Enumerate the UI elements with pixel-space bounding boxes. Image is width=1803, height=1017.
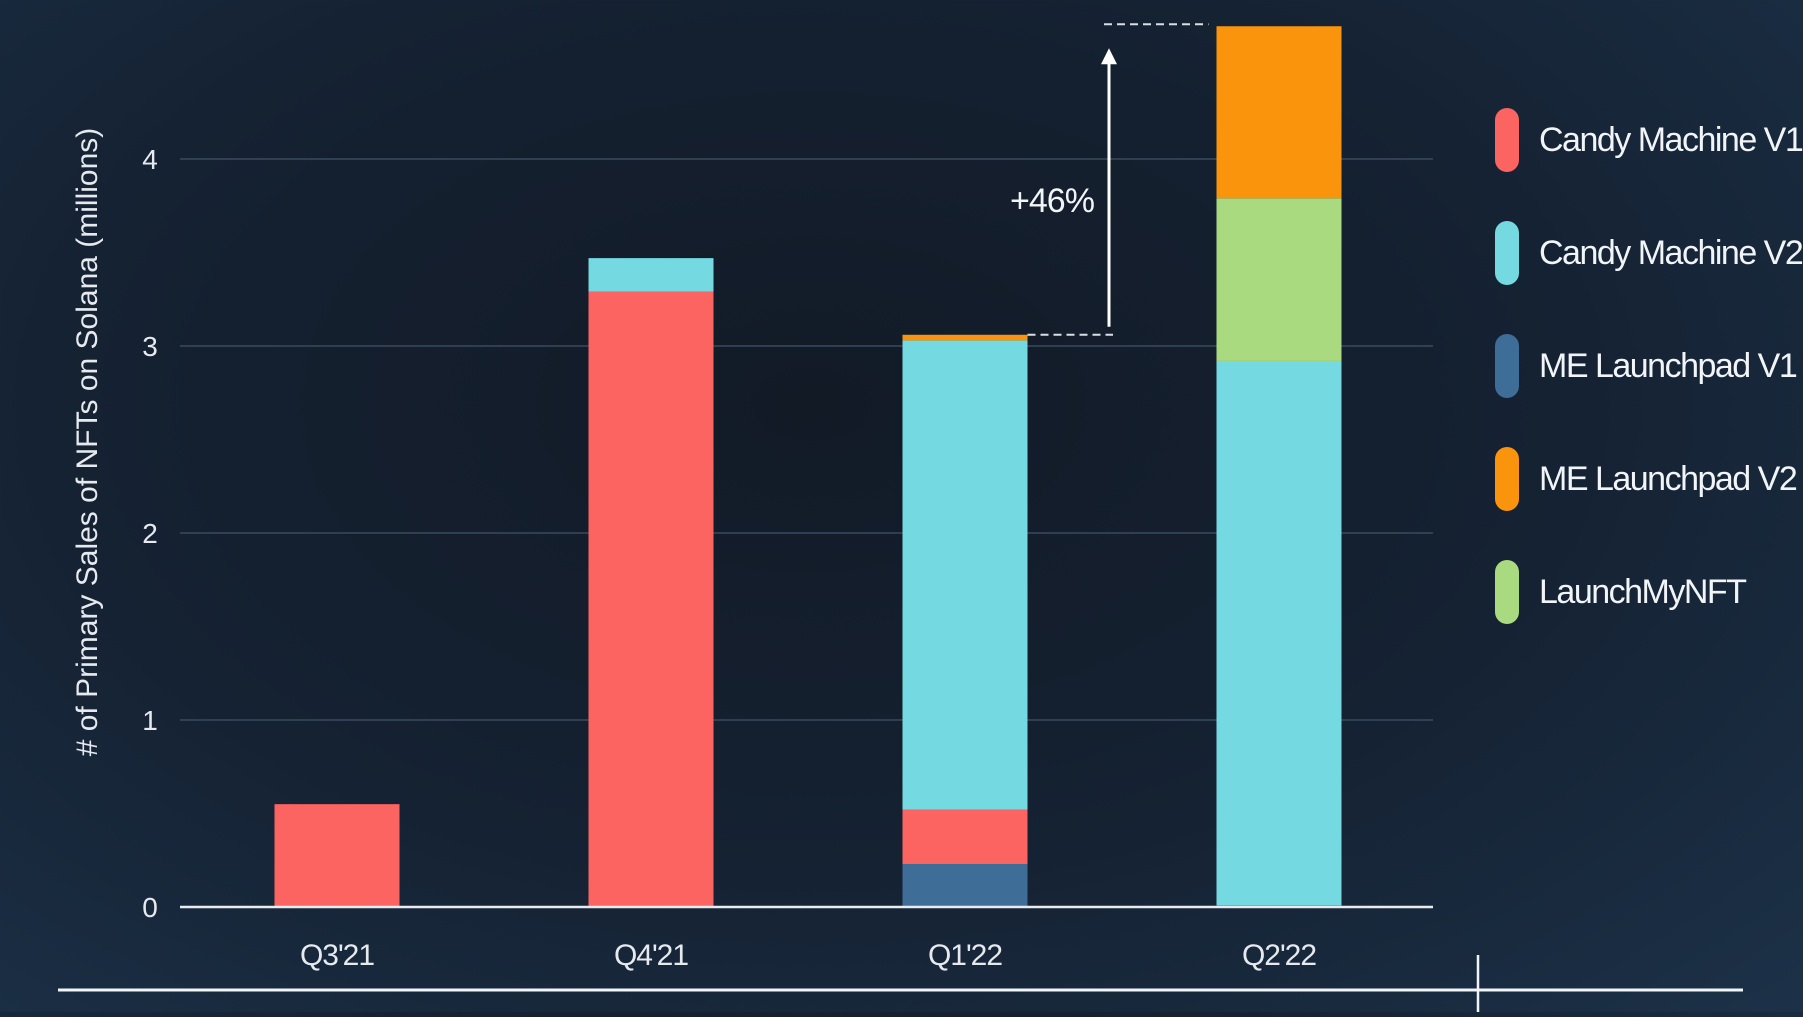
legend-label: ME Launchpad V1	[1539, 346, 1798, 385]
annotation-label: +46%	[1010, 182, 1095, 220]
y-tick-label: 2	[142, 518, 158, 549]
bar-segment	[1216, 360, 1342, 906]
bar-segment	[902, 809, 1028, 864]
annotation-arrow-head	[1101, 48, 1117, 65]
bar-segment	[588, 258, 714, 292]
y-tick-label: 1	[142, 705, 158, 736]
x-tick-label: Q3'21	[300, 939, 374, 972]
legend-swatch	[1495, 334, 1519, 398]
bar-segment	[1216, 26, 1342, 199]
legend-swatch	[1495, 447, 1519, 511]
legend-label: ME Launchpad V2	[1539, 459, 1798, 498]
legend-swatch	[1495, 560, 1519, 624]
legend: Candy Machine V1 Candy Machine V2 ME Lau…	[1495, 108, 1803, 673]
bar-segment	[902, 863, 1028, 907]
legend-item: ME Launchpad V1	[1495, 334, 1798, 398]
legend-item: Candy Machine V1	[1495, 108, 1803, 172]
bar-segment	[588, 291, 714, 907]
bar-segment	[902, 334, 1028, 341]
bar-segment	[1216, 198, 1342, 361]
legend-swatch	[1495, 108, 1519, 172]
x-tick-label: Q4'21	[614, 939, 688, 972]
y-tick-label: 4	[142, 144, 158, 175]
x-tick-label: Q1'22	[928, 939, 1002, 972]
y-tick-label: 3	[142, 331, 158, 362]
bar-segment	[902, 340, 1028, 810]
bar-segment	[274, 804, 400, 907]
y-tick-label: 0	[142, 892, 158, 923]
legend-item: Candy Machine V2	[1495, 221, 1803, 285]
legend-label: Candy Machine V1	[1539, 120, 1803, 159]
legend-label: LaunchMyNFT	[1539, 572, 1747, 611]
x-tick-label: Q2'22	[1242, 939, 1316, 972]
legend-item: LaunchMyNFT	[1495, 560, 1795, 624]
y-axis-title: # of Primary Sales of NFTs on Solana (mi…	[71, 128, 104, 757]
legend-label: Candy Machine V2	[1539, 233, 1803, 272]
legend-item: ME Launchpad V2	[1495, 447, 1798, 511]
legend-swatch	[1495, 221, 1519, 285]
